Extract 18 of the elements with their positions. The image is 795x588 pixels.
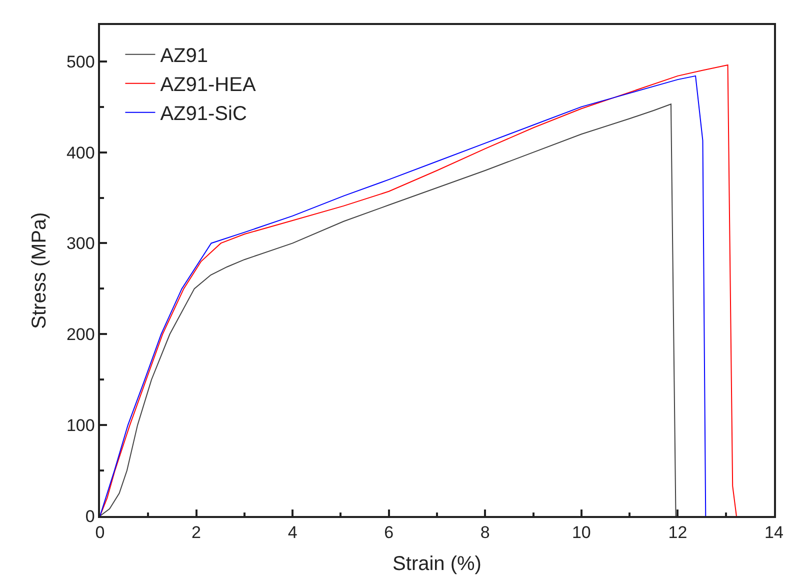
x-tick-label: 4 [288,523,298,542]
x-tick-label: 2 [192,523,202,542]
y-axis-title: Stress (MPa) [28,212,50,329]
y-tick-label: 100 [66,416,95,436]
legend-label: AZ91-HEA [160,74,256,96]
legend-label: AZ91-SiC [160,103,247,126]
y-tick-label: 500 [66,52,95,72]
x-tick-label: 8 [480,523,490,542]
y-tick-label: 300 [66,234,95,254]
x-tick-label: 12 [668,523,688,542]
y-tick-label: 400 [66,143,95,162]
legend-label: AZ91 [160,45,208,68]
y-tick-label: 0 [85,506,95,526]
x-tick-label: 14 [764,523,784,542]
y-tick-label: 200 [66,325,95,344]
x-axis-title: Strain (%) [392,553,482,576]
x-tick-label: 6 [384,523,394,542]
x-tick-label: 10 [572,523,591,542]
